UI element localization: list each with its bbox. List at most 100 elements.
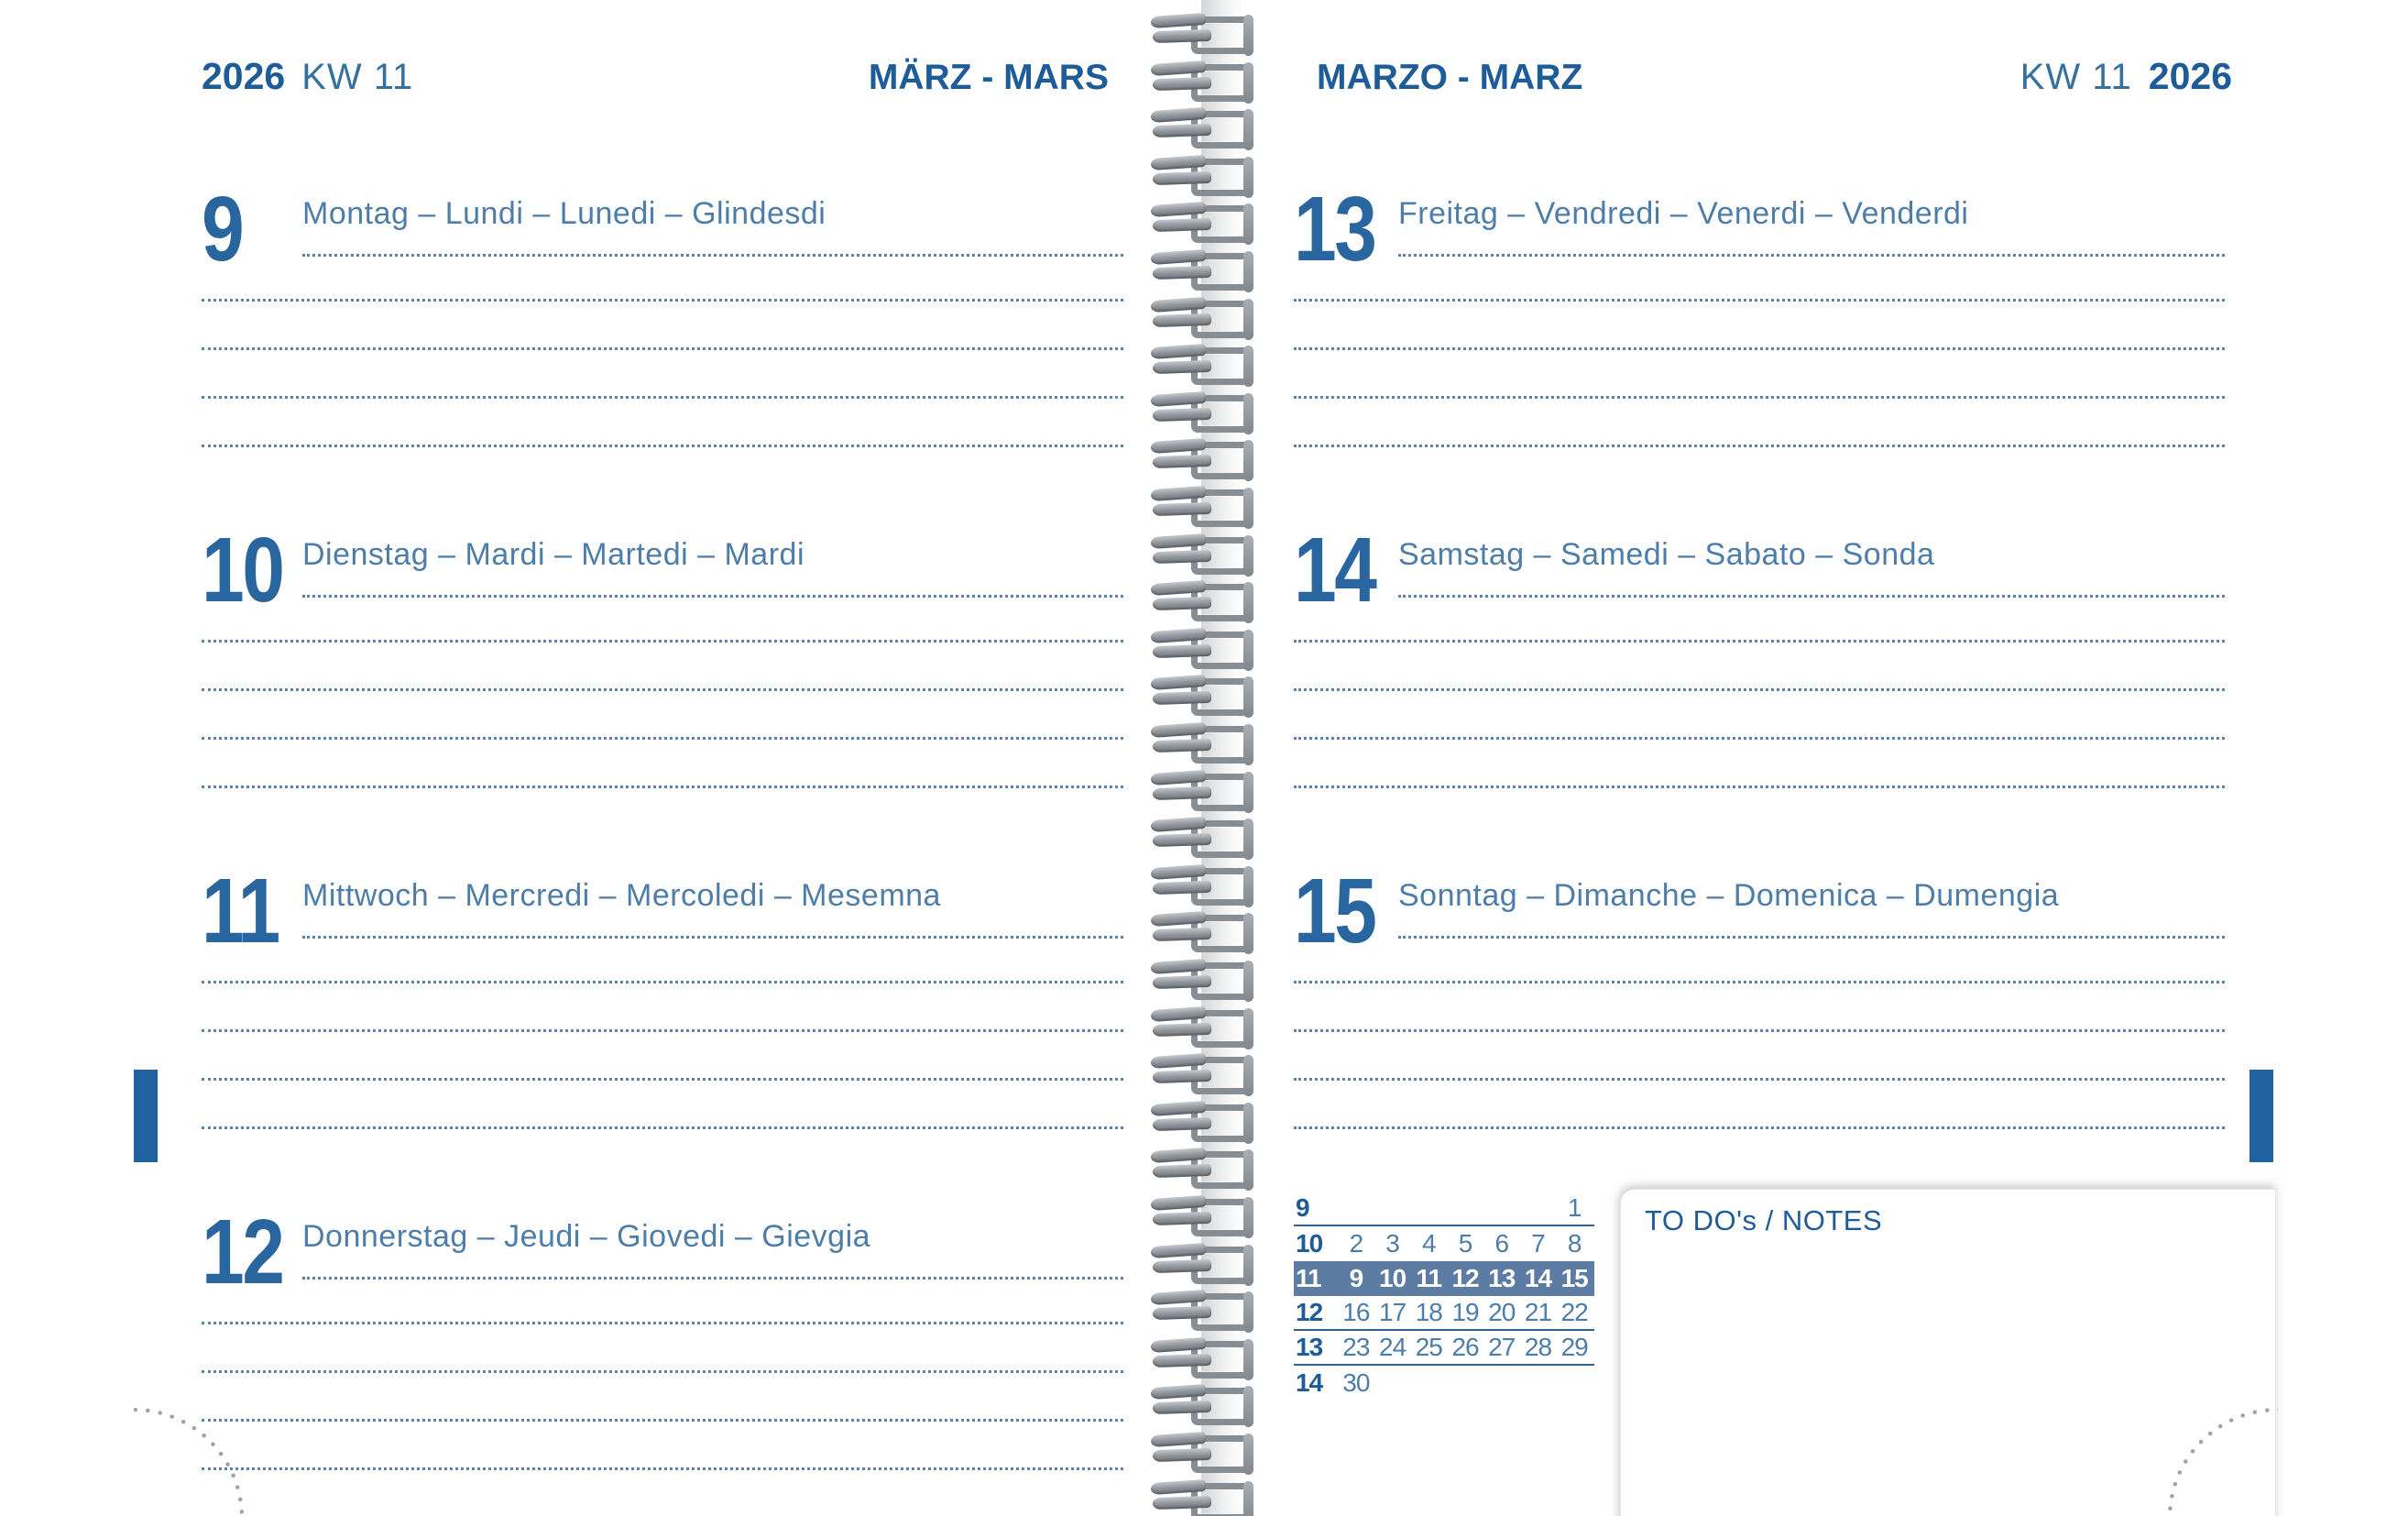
- spiral-coil-wire: [1152, 833, 1212, 848]
- notes-card-title: TO DO's / NOTES: [1645, 1204, 1883, 1236]
- spiral-coil-wire: [1152, 1258, 1212, 1273]
- calendar-week-row: 14 30: [1294, 1366, 1594, 1401]
- spiral-coil: [1150, 578, 1253, 624]
- left-page-edge-tab: [134, 1070, 158, 1162]
- calendar-week-number: 10: [1296, 1229, 1323, 1258]
- spiral-coil-wire: [1152, 1070, 1212, 1084]
- calendar-week-number: 13: [1296, 1333, 1323, 1361]
- notes-card: TO DO's / NOTES: [1620, 1189, 2276, 1516]
- corner-dotted-arc: [134, 1408, 245, 1516]
- day-title: Montag – Lundi – Lunedi – Glindesdi: [302, 196, 826, 231]
- day-title-rule: [1398, 595, 2225, 598]
- spiral-coil: [1150, 673, 1253, 719]
- right-page-day-blocks: 13 Freitag – Vendredi – Venerdi – Venderd…: [1294, 0, 2225, 1516]
- spiral-coil-wire: [1152, 124, 1212, 138]
- calendar-day-number: 6: [1494, 1229, 1509, 1258]
- day-number: 14: [1294, 519, 1377, 621]
- spiral-coil: [1150, 342, 1253, 388]
- day-title-rule: [302, 1277, 1123, 1280]
- writing-line: [202, 1126, 1123, 1129]
- day-block: 14 Samstag – Samedi – Sabato – Sonda: [1294, 519, 2225, 875]
- calendar-day-number: 21: [1524, 1298, 1552, 1326]
- right-header-week-group: KW 11 2026: [2020, 55, 2232, 98]
- spiral-coil: [1150, 484, 1253, 529]
- day-number: 12: [202, 1201, 285, 1303]
- spiral-coil-wire: [1152, 265, 1212, 280]
- calendar-day-number: 28: [1524, 1333, 1552, 1361]
- day-title: Freitag – Vendredi – Venerdi – Venderdi: [1398, 196, 1969, 231]
- calendar-day-number: 24: [1379, 1333, 1406, 1361]
- calendar-day-number: 1: [1567, 1193, 1582, 1222]
- spiral-coil: [1150, 105, 1253, 151]
- day-title-rule: [302, 936, 1123, 939]
- calendar-day-number: 23: [1342, 1333, 1370, 1361]
- calendar-day-number: 5: [1458, 1229, 1473, 1258]
- mini-month-calendar: 9 1 10 2 3 4 5 6 7 8 11 9 10 11 12 13 14 15 12 16 17 18 19 20 21…: [1294, 1192, 1594, 1401]
- day-block: 11 Mittwoch – Mercredi – Mercoledi – Mese…: [202, 860, 1123, 1216]
- day-title: Sonntag – Dimanche – Domenica – Dumengia: [1398, 878, 2060, 913]
- spiral-coil: [1150, 1099, 1253, 1144]
- writing-line: [202, 688, 1123, 691]
- spiral-coil-wire: [1152, 1306, 1212, 1321]
- writing-line: [1294, 299, 2225, 302]
- spiral-coil: [1150, 390, 1253, 434]
- writing-line: [1294, 347, 2225, 350]
- writing-line: [202, 785, 1123, 788]
- left-week-label: KW 11: [301, 57, 414, 97]
- calendar-day-number: 19: [1451, 1298, 1479, 1326]
- calendar-day-number: 15: [1560, 1264, 1589, 1292]
- calendar-day-number: 12: [1451, 1264, 1479, 1292]
- spiral-coil: [1150, 1051, 1253, 1097]
- spiral-coil-wire: [1152, 76, 1212, 91]
- spiral-coil: [1150, 1430, 1253, 1475]
- spiral-coil-wire: [1152, 880, 1212, 895]
- spiral-coil-wire: [1152, 1022, 1212, 1037]
- calendar-day-number: 26: [1451, 1333, 1479, 1361]
- calendar-day-number: 10: [1379, 1264, 1406, 1292]
- day-number: 11: [202, 860, 280, 962]
- calendar-day-number: 27: [1488, 1333, 1516, 1361]
- spiral-coil: [1150, 1478, 1253, 1516]
- spiral-coil: [1150, 247, 1253, 292]
- calendar-day-number: 22: [1560, 1298, 1589, 1326]
- writing-line: [202, 1322, 1123, 1324]
- calendar-week-number: 12: [1296, 1298, 1323, 1326]
- spiral-coil-wire: [1152, 407, 1212, 422]
- writing-line: [202, 1419, 1123, 1422]
- writing-line: [202, 299, 1123, 302]
- spiral-coil: [1150, 1288, 1253, 1334]
- writing-line: [202, 396, 1123, 399]
- left-header-week-group: 2026 KW 11: [202, 55, 413, 98]
- writing-line: [202, 737, 1123, 740]
- day-title-rule: [1398, 936, 2225, 939]
- spiral-coil: [1150, 768, 1253, 813]
- writing-line: [202, 1029, 1123, 1032]
- writing-line: [1294, 640, 2225, 643]
- corner-dotted-arc: [2167, 1408, 2278, 1516]
- writing-line: [1294, 1126, 2225, 1129]
- writing-line: [1294, 1078, 2225, 1081]
- day-block: 10 Dienstag – Mardi – Martedi – Mardi: [202, 524, 1123, 875]
- writing-line: [202, 981, 1123, 983]
- right-page-header: MARZO - MARZ KW 11 2026: [1317, 55, 2232, 98]
- right-page-edge-tab: [2249, 1070, 2273, 1162]
- calendar-day-number: 25: [1415, 1333, 1443, 1361]
- writing-line: [202, 1078, 1123, 1081]
- spiral-coil: [1150, 720, 1253, 765]
- writing-line: [202, 640, 1123, 643]
- spiral-coil: [1150, 436, 1253, 482]
- spiral-coil-wire: [1152, 974, 1212, 990]
- spiral-coil: [1150, 59, 1253, 104]
- calendar-day-number: 8: [1567, 1229, 1582, 1258]
- calendar-week-row-current: 11 9 10 11 12 13 14 15: [1294, 1261, 1594, 1296]
- day-block: 13 Freitag – Vendredi – Venerdi – Venderd…: [1294, 183, 2225, 534]
- calendar-day-number: 17: [1379, 1298, 1406, 1326]
- spiral-coil: [1150, 815, 1253, 861]
- writing-line: [202, 1467, 1123, 1470]
- writing-line: [1294, 688, 2225, 691]
- spiral-coil-wire: [1152, 643, 1212, 658]
- calendar-week-number: 11: [1296, 1264, 1322, 1292]
- spiral-coil-wire: [1152, 1495, 1212, 1510]
- writing-line: [202, 1370, 1123, 1373]
